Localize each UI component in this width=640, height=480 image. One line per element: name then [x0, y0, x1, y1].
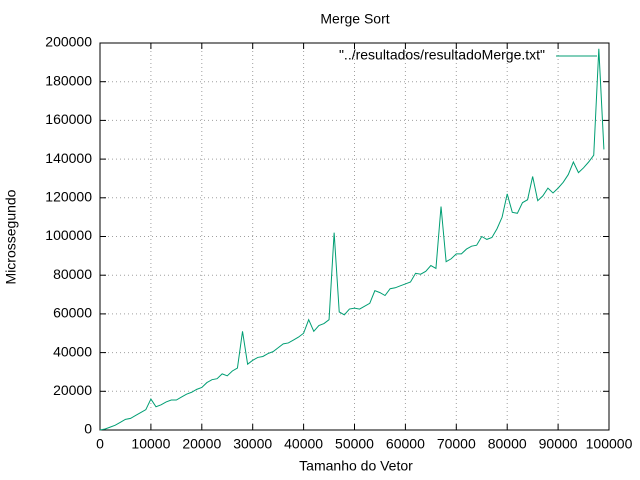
y-tick-label: 180000: [45, 72, 92, 88]
data-line: [99, 48, 605, 431]
y-tick-label: 140000: [45, 150, 92, 166]
x-tick-label: 40000: [284, 436, 323, 452]
x-tick-label: 0: [96, 436, 104, 452]
y-tick-label: 60000: [53, 305, 92, 321]
y-tick-label: 0: [84, 421, 92, 437]
y-tick-label: 20000: [53, 382, 92, 398]
chart-title: Merge Sort: [320, 11, 389, 27]
y-tick-label: 100000: [45, 227, 92, 243]
legend-label: "../resultados/resultadoMerge.txt": [339, 47, 545, 63]
x-tick-label: 50000: [335, 436, 374, 452]
y-axis-label: Microssegundo: [3, 189, 19, 284]
x-axis-label: Tamanho do Vetor: [299, 458, 413, 474]
y-tick-label: 200000: [45, 34, 92, 50]
y-tick-label: 80000: [53, 266, 92, 282]
y-tick-label: 160000: [45, 111, 92, 127]
x-tick-label: 90000: [539, 436, 578, 452]
y-tick-label: 120000: [45, 189, 92, 205]
x-tick-label: 100000: [586, 436, 633, 452]
x-tick-label: 10000: [131, 436, 170, 452]
x-tick-label: 20000: [182, 436, 221, 452]
x-tick-label: 30000: [233, 436, 272, 452]
y-tick-label: 40000: [53, 343, 92, 359]
plot-frame: [99, 42, 610, 431]
x-tick-label: 80000: [488, 436, 527, 452]
x-tick-label: 60000: [386, 436, 425, 452]
x-tick-label: 70000: [437, 436, 476, 452]
